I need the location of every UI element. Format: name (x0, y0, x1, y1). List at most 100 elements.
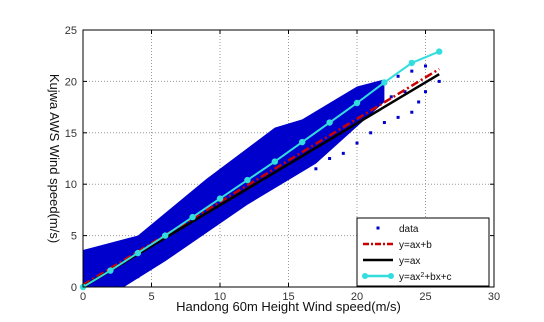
data-point (136, 275, 140, 279)
quadratic-fit-marker (244, 176, 251, 184)
data-point (376, 100, 380, 104)
data-point (410, 69, 414, 73)
x-tick-label: 15 (282, 291, 294, 303)
data-point (417, 100, 421, 104)
legend-label: y=ax2+bx+c (399, 272, 452, 284)
quadratic-fit-marker (216, 195, 224, 202)
data-point (150, 228, 153, 232)
data-point (191, 198, 195, 202)
legend-label: y=ax (399, 256, 420, 267)
y-tick-label: 15 (65, 128, 77, 140)
data-point (396, 74, 400, 78)
data-point (122, 280, 126, 284)
data-point (389, 95, 393, 99)
quadratic-fit-marker (299, 138, 306, 146)
data-point (355, 95, 359, 99)
y-axis-label: Kujwa AWS Wind speed(m/s) (47, 74, 62, 243)
quadratic-fit-marker (189, 213, 196, 221)
data-point (245, 157, 249, 160)
x-tick-label: 30 (488, 291, 500, 303)
data-point (170, 234, 174, 238)
data-point (211, 203, 215, 207)
data-point (122, 249, 126, 253)
data-point (259, 146, 263, 150)
legend-swatch-marker (362, 273, 368, 279)
y-tick-label: 20 (65, 76, 77, 88)
quadratic-fit-marker (162, 232, 169, 239)
quadratic-fit-marker (408, 59, 415, 67)
data-point (328, 112, 332, 116)
data-point (355, 141, 359, 145)
quadratic-fit-marker (271, 158, 278, 165)
data-point (204, 187, 208, 191)
data-point (410, 110, 414, 114)
y-tick-label: 0 (71, 282, 77, 294)
x-tick-label: 25 (419, 291, 431, 303)
data-point (129, 262, 133, 266)
x-tick-label: 20 (351, 291, 363, 303)
data-point (369, 85, 373, 89)
data-point (266, 162, 270, 166)
data-point (136, 239, 140, 243)
legend-label: data (399, 224, 419, 235)
tick-layer: 0 5 10 15 20 25 30 0 5 10 15 20 25 (65, 25, 500, 303)
data-point (143, 252, 147, 256)
data-point (321, 118, 325, 122)
data-point (156, 244, 160, 248)
data-point (437, 79, 441, 83)
data-point (88, 273, 92, 277)
data-point (341, 151, 345, 155)
legend-box (356, 217, 490, 287)
data-point (424, 64, 427, 68)
quadratic-fit-marker (107, 267, 114, 274)
x-axis-label: Handong 60m Height Wind speed(m/s) (176, 299, 401, 314)
data-point (300, 131, 304, 135)
legend: data y=ax+b y=ax y=ax2+bx+c (356, 217, 490, 287)
data-point (314, 123, 318, 127)
quadratic-fit-marker (436, 48, 443, 55)
data-point (362, 110, 366, 114)
data-point (369, 131, 373, 135)
y-tick-label: 25 (65, 25, 77, 37)
data-point (328, 157, 332, 160)
data-point (273, 136, 277, 140)
data-point (252, 172, 256, 176)
data-point (102, 277, 106, 281)
quadratic-fit-marker (326, 119, 333, 126)
legend-label: y=ax+b (399, 240, 432, 251)
legend-swatch-marker (388, 273, 394, 279)
data-point (424, 90, 427, 94)
data-point (163, 218, 167, 222)
y-tick-label: 5 (71, 231, 77, 243)
data-point (300, 157, 304, 160)
x-tick-label: 0 (80, 291, 86, 303)
data-point (95, 259, 99, 263)
series-line-y-ax2-bx-c (82, 50, 440, 288)
data-point (334, 108, 338, 112)
legend-swatch-data (376, 226, 380, 230)
y-tick-label: 10 (65, 179, 77, 191)
data-point (232, 167, 236, 171)
data-density-band (83, 79, 385, 288)
data-point (218, 177, 222, 181)
data-layer (79, 48, 443, 291)
data-point (108, 282, 112, 286)
quadratic-fit-marker (381, 79, 388, 86)
data-point (280, 151, 284, 155)
data-point (382, 121, 386, 125)
data-point (191, 234, 195, 238)
x-tick-label: 10 (214, 291, 226, 303)
series-line-y-ax (82, 73, 440, 289)
data-point (341, 105, 345, 109)
data-point (273, 172, 277, 176)
data-point (396, 115, 400, 119)
data-point (108, 254, 112, 258)
data-point (245, 192, 249, 196)
data-point (163, 254, 167, 258)
data-point (177, 208, 181, 212)
data-point (218, 213, 222, 217)
data-point (115, 266, 119, 270)
data-point (293, 141, 297, 145)
data-point (287, 126, 290, 130)
